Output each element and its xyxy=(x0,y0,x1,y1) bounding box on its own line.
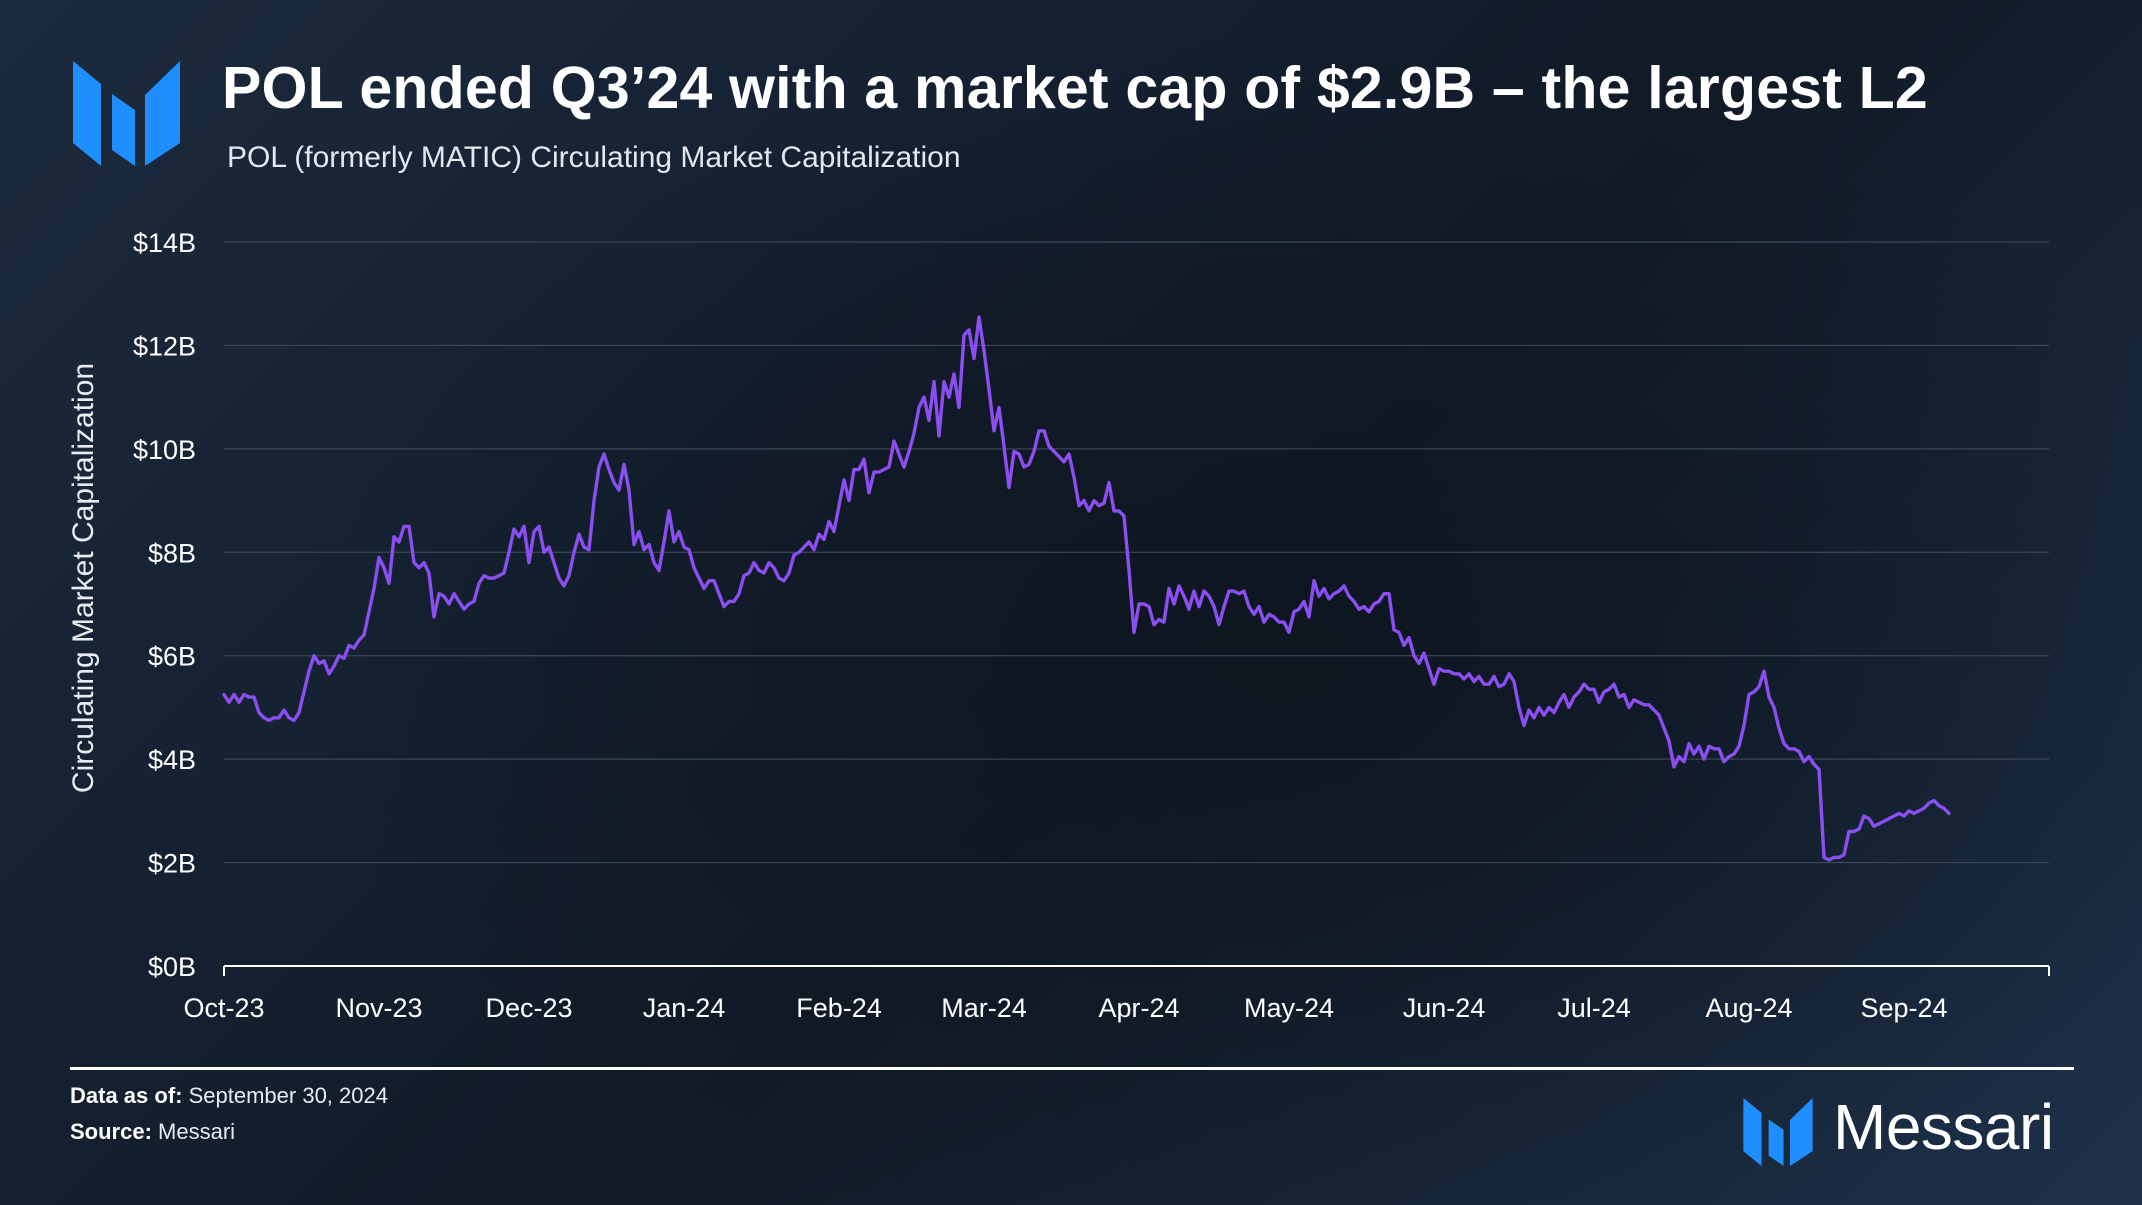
x-tick-label: Mar-24 xyxy=(941,993,1027,1023)
source-value: Messari xyxy=(158,1119,236,1144)
messari-brand-icon xyxy=(1743,1098,1813,1166)
x-tick-label: Feb-24 xyxy=(796,993,882,1023)
grid-lines xyxy=(224,241,2049,864)
x-tick-label: Aug-24 xyxy=(1705,993,1792,1023)
y-axis: $0B $2B $4B $6B $8B $10B $12B $14B xyxy=(133,228,196,982)
brand-name: Messari xyxy=(1833,1091,2054,1163)
x-tick-label: Oct-23 xyxy=(183,993,264,1023)
x-axis: Oct-23 Nov-23 Dec-23 Jan-24 Feb-24 Mar-24 Apr-… xyxy=(183,965,2050,1023)
x-tick-label: May-24 xyxy=(1244,993,1334,1023)
footer-divider xyxy=(70,1067,2074,1070)
messari-logo-icon xyxy=(73,61,180,166)
x-tick-label: Sep-24 xyxy=(1860,993,1947,1023)
series-line-0 xyxy=(222,315,1951,862)
y-tick-label: $4B xyxy=(148,745,196,775)
data-as-of-value: September 30, 2024 xyxy=(188,1083,388,1108)
footer-source: Source: Messari xyxy=(70,1119,235,1145)
y-tick-label: $14B xyxy=(133,228,196,258)
x-tick-label: Jun-24 xyxy=(1403,993,1486,1023)
x-tick-label: Apr-24 xyxy=(1098,993,1179,1023)
x-tick-label: Jul-24 xyxy=(1557,993,1631,1023)
series-group xyxy=(222,315,1951,862)
data-as-of-label: Data as of: xyxy=(70,1083,183,1108)
x-tick-label: Nov-23 xyxy=(335,993,422,1023)
y-tick-label: $0B xyxy=(148,952,196,982)
chart-subtitle: POL (formerly MATIC) Circulating Market … xyxy=(227,141,961,174)
y-tick-label: $10B xyxy=(133,435,196,465)
source-label: Source: xyxy=(70,1119,152,1144)
x-tick-label: Dec-23 xyxy=(485,993,572,1023)
y-tick-label: $6B xyxy=(148,642,196,672)
y-axis-title: Circulating Market Capitalization xyxy=(67,363,100,793)
chart-title: POL ended Q3’24 with a market cap of $2.… xyxy=(222,55,1928,121)
x-tick-label: Jan-24 xyxy=(643,993,726,1023)
y-tick-label: $12B xyxy=(133,331,196,361)
y-tick-label: $2B xyxy=(148,849,196,879)
y-tick-label: $8B xyxy=(148,538,196,568)
footer-data-as-of: Data as of: September 30, 2024 xyxy=(70,1083,388,1109)
